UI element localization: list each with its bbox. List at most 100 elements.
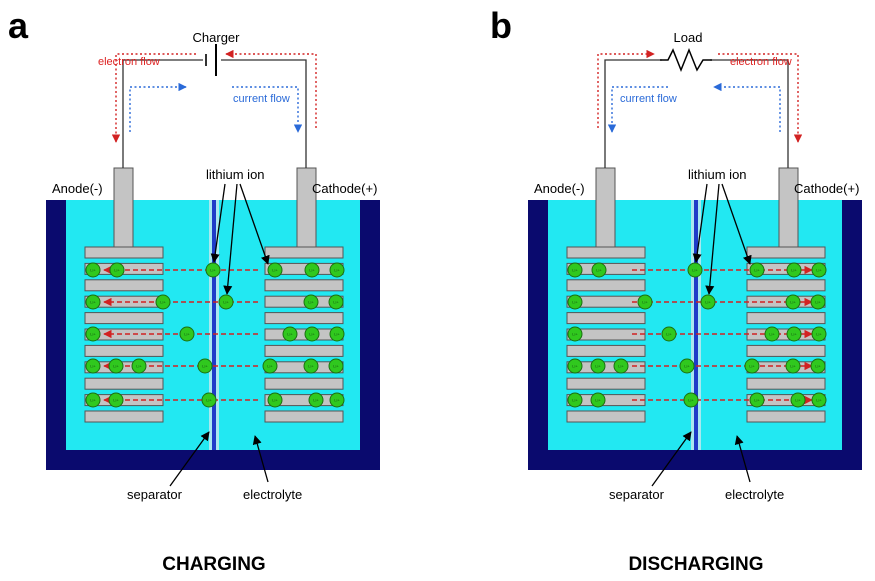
anode-plate — [566, 377, 646, 390]
lithium-ion-symbol: Li+ — [308, 364, 314, 369]
lithium-ion-symbol: Li+ — [210, 268, 216, 273]
lithium-ion-symbol: Li+ — [272, 398, 278, 403]
panel-letter: b — [490, 5, 512, 46]
cathode-plate — [264, 279, 344, 292]
lithium-ion-symbol: Li+ — [267, 364, 273, 369]
cathode-plate — [264, 344, 344, 357]
anode-label: Anode(-) — [52, 181, 103, 196]
anode-plate — [566, 410, 646, 423]
lithium-ion-symbol: Li+ — [596, 268, 602, 273]
electrolyte-pointer — [734, 435, 751, 483]
lithium-ion-symbol: Li+ — [202, 364, 208, 369]
lithium-ion — [267, 262, 283, 278]
lithium-ion — [679, 358, 695, 374]
lithium-ion — [613, 358, 629, 374]
lithium-ion — [85, 294, 101, 310]
anode-plate — [84, 344, 164, 357]
lithium-ion — [749, 262, 765, 278]
lithium-ion-symbol: Li+ — [272, 268, 278, 273]
lithium-ion — [811, 326, 827, 342]
lithium-ion — [567, 392, 583, 408]
lithium-ion-symbol: Li+ — [688, 398, 694, 403]
lithium-ion — [328, 358, 344, 374]
lithium-ion-symbol: Li+ — [816, 268, 822, 273]
lithium-ion-symbol: Li+ — [754, 398, 760, 403]
lithium-ion-pointer — [239, 183, 270, 265]
panel-letter: a — [8, 5, 29, 46]
current-flow-arrow — [713, 82, 781, 132]
lithium-ion-symbol: Li+ — [114, 268, 120, 273]
lithium-ion — [749, 392, 765, 408]
lithium-ion — [108, 358, 124, 374]
electron-flow-arrow — [225, 49, 317, 128]
electrolyte-label: electrolyte — [243, 487, 302, 502]
electrolyte-pointer — [252, 435, 269, 483]
anode-plate — [84, 377, 164, 390]
cathode-plate — [746, 410, 826, 423]
cathode-plate — [264, 246, 344, 259]
current-flow-arrow — [607, 86, 668, 133]
lithium-ion — [303, 294, 319, 310]
lithium-ion — [304, 262, 320, 278]
lithium-ion-symbol: Li+ — [692, 268, 698, 273]
lithium-ion-symbol: Li+ — [705, 300, 711, 305]
lithium-ion — [567, 262, 583, 278]
external-wire — [122, 59, 307, 168]
anode-stem — [595, 167, 616, 253]
lithium-ion — [785, 358, 801, 374]
panel-caption: DISCHARGING — [628, 554, 763, 575]
lithium-ion-symbol: Li+ — [572, 364, 578, 369]
lithium-ion — [683, 392, 699, 408]
electron-flow-label: electron flow — [98, 56, 160, 68]
lithium-ion-symbol: Li+ — [90, 398, 96, 403]
lithium-ion-symbol: Li+ — [642, 300, 648, 305]
lithium-ion-symbol: Li+ — [160, 300, 166, 305]
panel-caption: CHARGING — [162, 554, 265, 575]
lithium-ion-symbol: Li+ — [684, 364, 690, 369]
cathode-plate — [746, 344, 826, 357]
lithium-ion-symbol: Li+ — [333, 300, 339, 305]
lithium-ion — [155, 294, 171, 310]
lithium-ion — [811, 392, 827, 408]
anode-plate — [84, 246, 164, 259]
current-flow-label: current flow — [620, 93, 677, 105]
cathode-label: Cathode(+) — [794, 181, 859, 196]
lithium-ion — [700, 294, 716, 310]
lithium-ion — [790, 392, 806, 408]
current-flow-arrow — [129, 82, 187, 132]
lithium-ion — [786, 326, 802, 342]
separator-label: separator — [127, 487, 183, 502]
lithium-ion-symbol: Li+ — [769, 332, 775, 337]
separator-pointer — [651, 431, 692, 487]
lithium-ion — [637, 294, 653, 310]
lithium-ion-symbol: Li+ — [595, 364, 601, 369]
anode-stem — [113, 167, 134, 253]
lithium-ion — [262, 358, 278, 374]
lithium-ion-symbol: Li+ — [90, 332, 96, 337]
lithium-ion — [567, 326, 583, 342]
lithium-ion-pointer — [692, 183, 708, 263]
lithium-ion — [810, 294, 826, 310]
lithium-ion-pointer — [223, 183, 238, 295]
lithium-ion — [303, 358, 319, 374]
lithium-ion — [329, 392, 345, 408]
lithium-ion-symbol: Li+ — [136, 364, 142, 369]
lithium-ion-label: lithium ion — [206, 167, 265, 182]
current-flow-label: current flow — [233, 93, 290, 105]
lithium-ion — [590, 358, 606, 374]
separator-label: separator — [609, 487, 665, 502]
lithium-ion — [786, 262, 802, 278]
external-wire — [604, 59, 789, 168]
lithium-ion — [267, 392, 283, 408]
lithium-ion-symbol: Li+ — [666, 332, 672, 337]
lithium-ion — [567, 358, 583, 374]
anode-plate — [84, 279, 164, 292]
charger-label: Charger — [193, 30, 241, 45]
cathode-plate — [264, 377, 344, 390]
lithium-ion — [308, 392, 324, 408]
lithium-ion-symbol: Li+ — [333, 364, 339, 369]
lithium-ion-pointer — [721, 183, 752, 265]
anode-plate — [84, 328, 164, 341]
load-label: Load — [674, 30, 703, 45]
lithium-ion-symbol: Li+ — [791, 332, 797, 337]
